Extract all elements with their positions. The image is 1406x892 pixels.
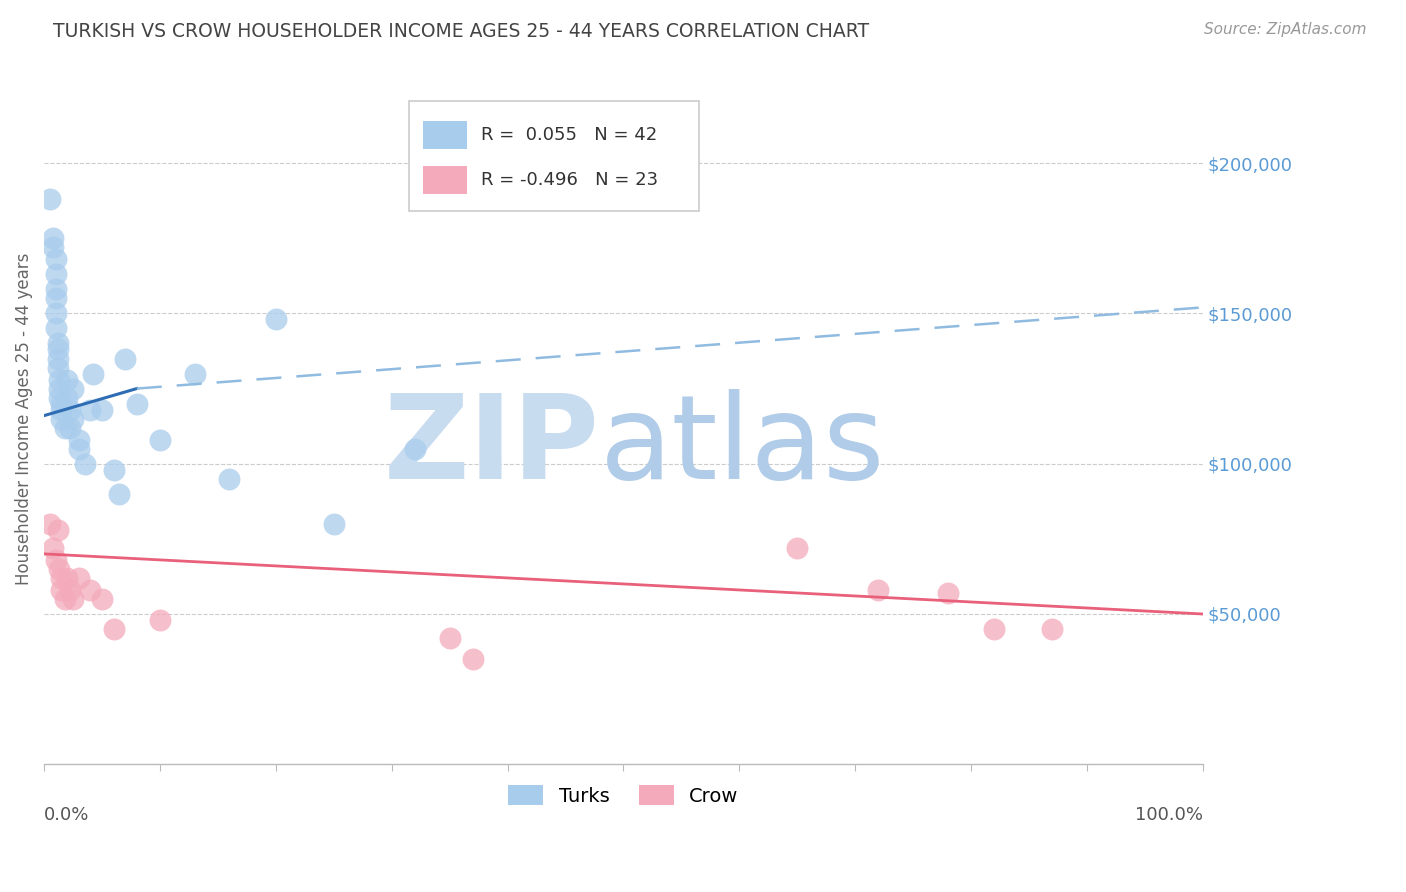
Point <box>103 622 125 636</box>
Point <box>91 402 114 417</box>
Point <box>48 373 70 387</box>
Point <box>59 582 82 597</box>
Point <box>46 343 69 357</box>
Text: Source: ZipAtlas.com: Source: ZipAtlas.com <box>1204 22 1367 37</box>
Point <box>82 367 104 381</box>
Text: atlas: atlas <box>600 389 886 504</box>
Point <box>42 541 65 555</box>
Point <box>45 292 67 306</box>
Point <box>322 516 344 531</box>
Point <box>46 351 69 366</box>
FancyBboxPatch shape <box>409 101 699 211</box>
Y-axis label: Householder Income Ages 25 - 44 years: Householder Income Ages 25 - 44 years <box>15 252 32 585</box>
Point <box>936 586 959 600</box>
Point <box>51 402 73 417</box>
Point <box>51 582 73 597</box>
Point <box>51 411 73 425</box>
Text: 100.0%: 100.0% <box>1135 805 1202 823</box>
Legend: Turks, Crow: Turks, Crow <box>501 777 747 814</box>
Point <box>103 463 125 477</box>
Point <box>45 553 67 567</box>
Point <box>56 373 79 387</box>
Point <box>48 391 70 405</box>
Point <box>51 396 73 410</box>
Text: R = -0.496   N = 23: R = -0.496 N = 23 <box>481 171 658 189</box>
Point <box>38 516 60 531</box>
Point <box>45 268 67 282</box>
Point <box>786 541 808 555</box>
Point <box>149 433 172 447</box>
Point <box>461 652 484 666</box>
Point <box>108 487 131 501</box>
Point <box>73 457 96 471</box>
Point <box>38 192 60 206</box>
Point <box>48 382 70 396</box>
Point <box>62 591 84 606</box>
Point <box>183 367 205 381</box>
Point <box>45 321 67 335</box>
Point <box>218 472 240 486</box>
Point <box>125 396 148 410</box>
Point <box>42 231 65 245</box>
Point <box>45 282 67 296</box>
Point <box>59 402 82 417</box>
Point <box>53 591 76 606</box>
Point <box>46 336 69 351</box>
Point <box>56 391 79 405</box>
Point <box>45 252 67 267</box>
Point <box>404 442 426 456</box>
Point <box>79 582 101 597</box>
FancyBboxPatch shape <box>423 121 467 149</box>
Point <box>79 402 101 417</box>
Text: ZIP: ZIP <box>384 389 600 504</box>
Point <box>91 591 114 606</box>
Point <box>48 562 70 576</box>
Point <box>67 571 90 585</box>
Point <box>53 420 76 434</box>
Text: R =  0.055   N = 42: R = 0.055 N = 42 <box>481 126 657 145</box>
FancyBboxPatch shape <box>423 166 467 194</box>
Text: 0.0%: 0.0% <box>44 805 90 823</box>
Point <box>1040 622 1063 636</box>
Point <box>67 433 90 447</box>
Point <box>46 360 69 375</box>
Point <box>62 411 84 425</box>
Point <box>59 420 82 434</box>
Point <box>51 571 73 585</box>
Point <box>439 631 461 645</box>
Point <box>42 240 65 254</box>
Point <box>868 582 890 597</box>
Point <box>983 622 1005 636</box>
Point <box>67 442 90 456</box>
Point <box>264 312 287 326</box>
Point <box>114 351 136 366</box>
Text: TURKISH VS CROW HOUSEHOLDER INCOME AGES 25 - 44 YEARS CORRELATION CHART: TURKISH VS CROW HOUSEHOLDER INCOME AGES … <box>53 22 869 41</box>
Point <box>56 571 79 585</box>
Point <box>62 382 84 396</box>
Point <box>46 523 69 537</box>
Point <box>45 306 67 320</box>
Point <box>149 613 172 627</box>
